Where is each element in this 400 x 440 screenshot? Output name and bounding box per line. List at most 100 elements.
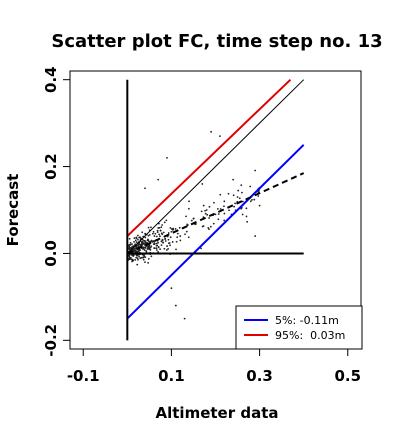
scatter-point bbox=[186, 224, 189, 226]
y-tick-label: 0.4 bbox=[42, 66, 60, 93]
scatter-point bbox=[208, 217, 211, 219]
scatter-point bbox=[128, 255, 131, 258]
scatter-point bbox=[147, 245, 149, 248]
scatter-point bbox=[240, 207, 243, 210]
scatter-point bbox=[137, 258, 139, 261]
quantile-95-line bbox=[126, 78, 292, 237]
scatter-point bbox=[170, 228, 173, 230]
scatter-point bbox=[144, 261, 146, 264]
scatter-point bbox=[137, 238, 139, 241]
scatter-point bbox=[135, 246, 137, 248]
scatter-point bbox=[227, 192, 230, 195]
scatter-point bbox=[130, 258, 133, 261]
scatter-point bbox=[172, 228, 175, 231]
y-axis-label: Forecast bbox=[4, 174, 22, 247]
x-tick-label: 0.5 bbox=[334, 367, 361, 385]
scatter-point bbox=[134, 247, 137, 250]
scatter-point bbox=[165, 219, 168, 222]
scatter-point bbox=[154, 232, 157, 235]
scatter-point bbox=[190, 219, 193, 222]
scatter-point bbox=[128, 237, 131, 240]
scatter-point bbox=[164, 240, 167, 242]
scatter-point bbox=[169, 244, 171, 247]
scatter-point bbox=[160, 226, 163, 228]
scatter-point bbox=[223, 205, 225, 208]
x-tick-label: 0.1 bbox=[158, 367, 185, 385]
scatter-point bbox=[253, 198, 256, 201]
scatter-point bbox=[150, 255, 153, 258]
legend-box bbox=[235, 305, 363, 350]
scatter-point bbox=[155, 242, 158, 245]
scatter-point bbox=[131, 254, 133, 257]
scatter-point bbox=[176, 232, 179, 235]
scatter-point bbox=[236, 196, 239, 198]
data-points bbox=[126, 130, 261, 320]
scatter-point bbox=[223, 219, 226, 222]
identity-line bbox=[126, 79, 305, 254]
scatter-point bbox=[138, 249, 141, 251]
scatter-point bbox=[233, 205, 236, 208]
legend-label-5pct: 5%: -0.11m bbox=[275, 314, 339, 327]
scatter-point bbox=[132, 250, 135, 253]
scatter-point bbox=[213, 201, 215, 204]
scatter-point bbox=[147, 261, 150, 264]
scatter-point bbox=[166, 245, 168, 247]
scatter-point bbox=[200, 247, 202, 250]
scatter-point bbox=[150, 245, 153, 248]
scatter-point bbox=[254, 169, 257, 172]
scatter-point bbox=[212, 222, 215, 225]
scatter-point bbox=[202, 204, 205, 207]
scatter-point bbox=[135, 256, 138, 259]
scatter-point bbox=[142, 246, 145, 249]
scatter-point bbox=[128, 248, 131, 251]
scatter-point bbox=[184, 233, 186, 236]
scatter-point bbox=[142, 258, 145, 261]
scatter-point bbox=[167, 232, 170, 234]
scatter-point bbox=[232, 178, 235, 181]
scatter-point bbox=[167, 238, 170, 241]
y-tick-label: -0.2 bbox=[42, 324, 60, 357]
scatter-point bbox=[133, 241, 135, 243]
scatter-point bbox=[168, 242, 170, 245]
scatter-point bbox=[240, 184, 243, 187]
scatter-point bbox=[201, 225, 204, 228]
scatter-point bbox=[136, 263, 139, 266]
regression-line bbox=[126, 172, 305, 255]
scatter-point bbox=[157, 241, 159, 244]
scatter-point bbox=[174, 304, 177, 307]
scatter-point bbox=[241, 200, 244, 203]
scatter-point bbox=[214, 213, 217, 216]
scatter-point bbox=[144, 232, 147, 235]
scatter-point bbox=[217, 218, 220, 221]
scatter-point bbox=[200, 210, 203, 213]
scatter-point bbox=[140, 256, 143, 259]
scatter-point bbox=[164, 238, 167, 240]
scatter-point bbox=[158, 226, 161, 229]
scatter-point bbox=[145, 250, 148, 253]
scatter-point bbox=[138, 255, 141, 258]
scatter-point bbox=[135, 254, 138, 257]
scatter-point bbox=[249, 200, 252, 203]
scatter-point bbox=[249, 185, 252, 188]
scatter-point bbox=[175, 240, 178, 243]
scatter-point bbox=[135, 241, 138, 244]
scatter-point bbox=[144, 246, 147, 249]
scatter-point bbox=[205, 209, 208, 211]
scatter-point bbox=[150, 239, 153, 242]
scatter-point bbox=[223, 200, 226, 203]
scatter-point bbox=[241, 191, 243, 194]
scatter-point bbox=[134, 239, 137, 242]
scatter-point bbox=[204, 209, 206, 212]
scatter-point bbox=[179, 239, 182, 242]
scatter-point bbox=[238, 197, 241, 200]
scatter-point bbox=[163, 247, 166, 250]
scatter-point bbox=[179, 235, 182, 237]
scatter-point bbox=[142, 256, 145, 259]
scatter-point bbox=[201, 183, 204, 185]
scatter-point bbox=[251, 198, 253, 201]
scatter-point bbox=[223, 212, 226, 215]
scatter-point bbox=[155, 247, 158, 250]
scatter-point bbox=[139, 237, 142, 240]
scatter-point bbox=[232, 194, 235, 197]
scatter-point bbox=[131, 243, 133, 245]
